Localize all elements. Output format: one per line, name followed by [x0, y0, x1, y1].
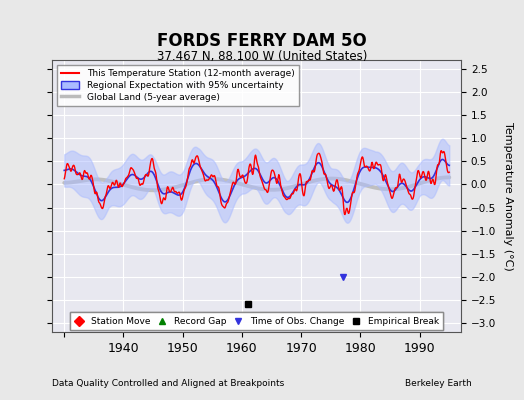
Y-axis label: Temperature Anomaly (°C): Temperature Anomaly (°C) [503, 122, 513, 270]
Text: Berkeley Earth: Berkeley Earth [405, 379, 472, 388]
Text: Data Quality Controlled and Aligned at Breakpoints: Data Quality Controlled and Aligned at B… [52, 379, 285, 388]
Text: FORDS FERRY DAM 5O: FORDS FERRY DAM 5O [157, 32, 367, 50]
Legend: Station Move, Record Gap, Time of Obs. Change, Empirical Break: Station Move, Record Gap, Time of Obs. C… [70, 312, 443, 330]
Text: 37.467 N, 88.100 W (United States): 37.467 N, 88.100 W (United States) [157, 50, 367, 63]
